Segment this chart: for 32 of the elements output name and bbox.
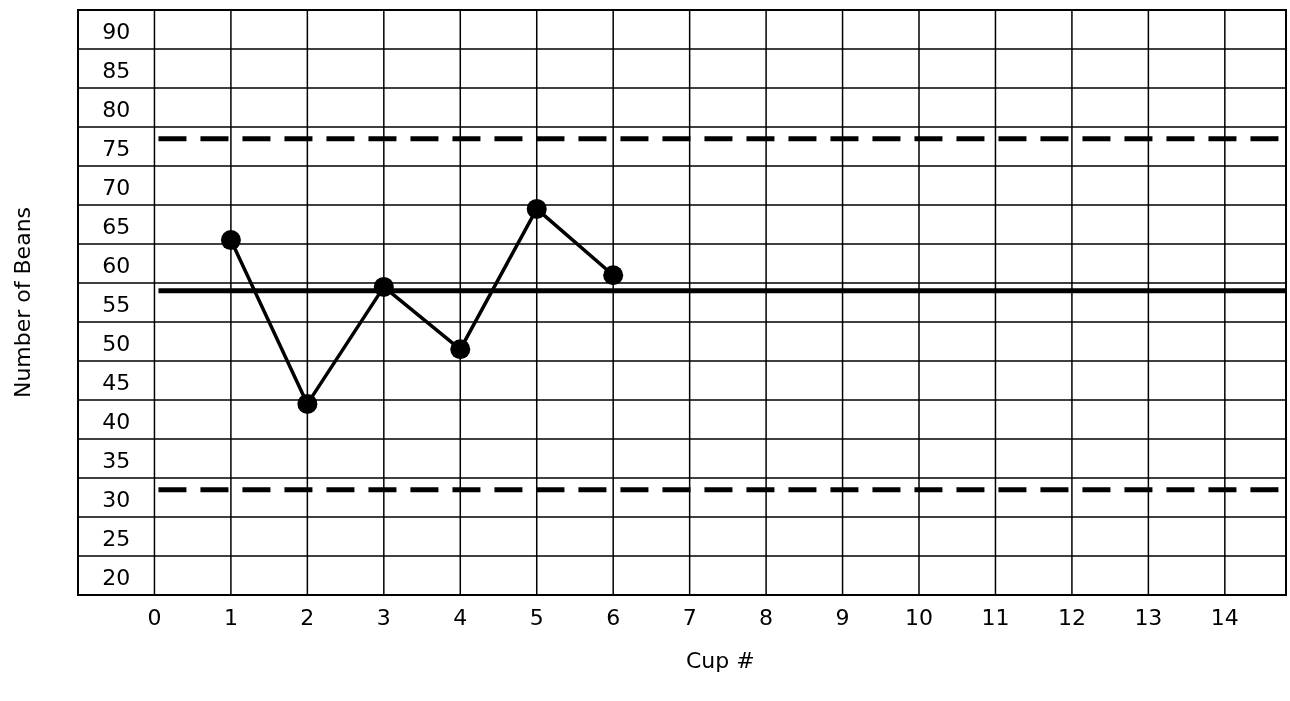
x-tick-label: 9 xyxy=(835,605,850,630)
y-axis-title: Number of Beans xyxy=(10,206,35,399)
y-tick-label: 90 xyxy=(102,18,131,44)
y-tick-label: 25 xyxy=(102,525,131,551)
x-tick-label: 3 xyxy=(376,605,391,630)
x-tick-label: 12 xyxy=(1057,605,1086,630)
x-tick-label: 7 xyxy=(682,605,697,630)
y-tick-label: 65 xyxy=(102,213,131,239)
y-tick-label: 55 xyxy=(102,291,131,317)
y-tick-label: 35 xyxy=(102,447,131,473)
x-tick-label: 0 xyxy=(147,605,162,630)
y-tick-label: 20 xyxy=(102,564,131,590)
x-tick-label: 13 xyxy=(1134,605,1163,630)
x-tick-label: 5 xyxy=(529,605,544,630)
x-tick-label: 1 xyxy=(223,605,238,630)
x-tick-label: 6 xyxy=(606,605,621,630)
y-tick-label: 45 xyxy=(102,369,131,395)
y-tick-label: 80 xyxy=(102,96,131,122)
x-tick-label: 8 xyxy=(759,605,774,630)
x-axis-title: Cup # xyxy=(685,648,755,673)
y-tick-label: 30 xyxy=(102,486,131,512)
y-tick-label: 70 xyxy=(102,174,131,200)
y-tick-label: 85 xyxy=(102,57,131,83)
x-tick-label: 11 xyxy=(981,605,1010,630)
y-tick-label: 75 xyxy=(102,135,131,161)
y-tick-label: 40 xyxy=(102,408,131,434)
x-tick-label: 10 xyxy=(905,605,934,630)
y-tick-label: 50 xyxy=(102,330,131,356)
y-tick-label: 60 xyxy=(102,252,131,278)
x-tick-label: 14 xyxy=(1210,605,1239,630)
x-tick-label: 2 xyxy=(300,605,315,630)
x-tick-label: 4 xyxy=(453,605,468,630)
